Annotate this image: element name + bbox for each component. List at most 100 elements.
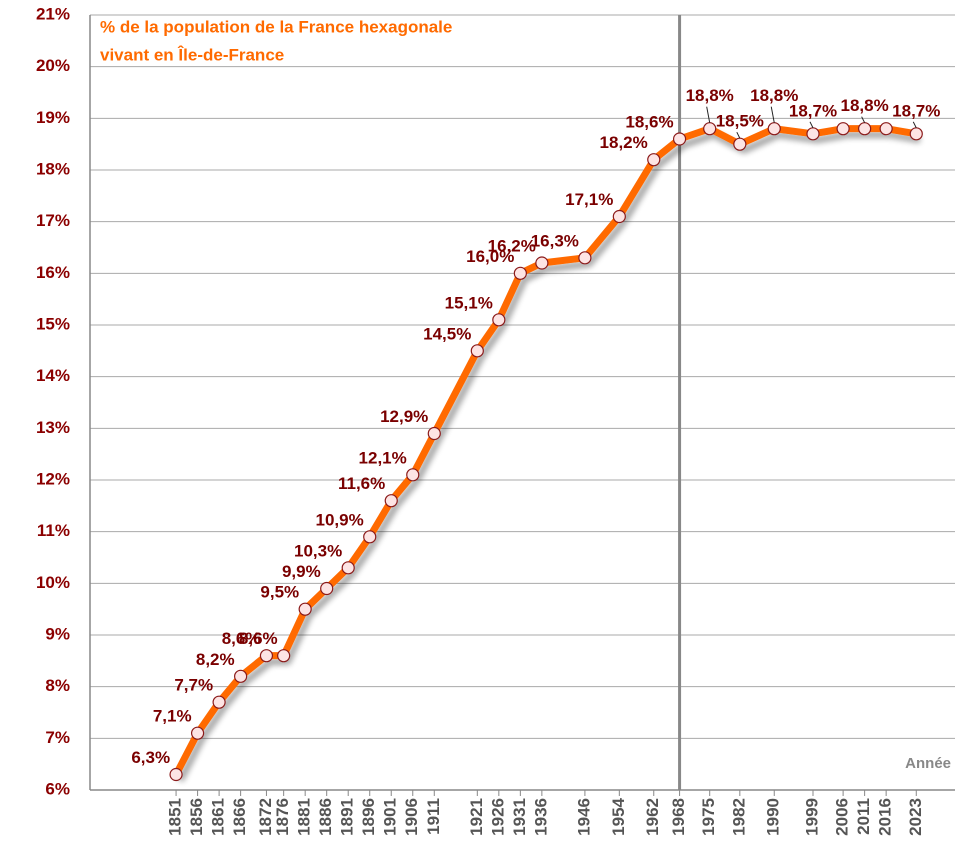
data-label: 8,6% <box>239 629 278 648</box>
x-tick-label: 1901 <box>381 798 400 836</box>
data-label: 17,1% <box>565 190 613 209</box>
data-point <box>169 767 183 782</box>
data-point <box>470 344 484 358</box>
data-label: 18,8% <box>841 96 889 115</box>
x-tick-label: 1954 <box>609 797 628 835</box>
data-label: 8,6% <box>222 629 261 648</box>
y-tick-label: 20% <box>36 56 70 75</box>
data-label: 18,8% <box>686 86 734 105</box>
data-label: 10,9% <box>316 510 364 529</box>
data-point <box>341 561 355 575</box>
label-leader <box>736 131 741 139</box>
label-leader <box>809 121 814 129</box>
data-point <box>298 602 312 616</box>
data-point <box>259 649 274 663</box>
data-label: 15,1% <box>445 293 493 312</box>
data-point <box>320 581 334 596</box>
y-tick-label: 17% <box>36 211 70 230</box>
x-tick-label: 1896 <box>359 798 378 836</box>
x-tick-label: 1946 <box>574 798 593 836</box>
chart-title: vivant en Île-de-France <box>100 45 284 64</box>
data-label: 18,5% <box>716 112 764 131</box>
data-point <box>612 209 626 224</box>
data-point <box>277 649 291 663</box>
y-tick-label: 21% <box>36 4 70 23</box>
x-tick-label: 1866 <box>230 798 249 836</box>
data-label: 9,5% <box>260 583 299 602</box>
data-point <box>647 153 661 167</box>
x-tick-label: 1936 <box>531 798 550 836</box>
data-point <box>806 127 820 141</box>
data-label: 18,7% <box>789 101 837 120</box>
x-tick-label: 1911 <box>424 798 443 835</box>
data-point <box>703 122 717 136</box>
x-tick-label: 1851 <box>166 798 185 836</box>
y-tick-label: 16% <box>36 263 70 282</box>
x-tick-label: 1872 <box>256 798 275 836</box>
data-point <box>212 695 226 709</box>
data-label: 16,3% <box>531 231 579 250</box>
data-point <box>578 251 592 265</box>
data-point <box>406 468 420 482</box>
data-point <box>733 137 747 151</box>
data-label: 18,6% <box>625 112 673 131</box>
x-tick-label: 1999 <box>802 798 821 836</box>
data-point <box>190 726 205 740</box>
y-tick-label: 15% <box>36 314 70 333</box>
x-tick-label: 2016 <box>876 798 895 836</box>
x-tick-label: 1926 <box>488 798 507 836</box>
data-point <box>879 122 893 136</box>
x-tick-label: 1906 <box>402 798 421 836</box>
x-tick-label: 1891 <box>338 798 357 836</box>
data-point <box>535 256 549 270</box>
data-point <box>836 122 850 136</box>
y-tick-label: 11% <box>37 521 70 540</box>
x-tick-label: 1990 <box>764 798 783 836</box>
x-tick-label: 1975 <box>699 798 718 836</box>
x-tick-label: 1931 <box>510 798 529 836</box>
y-tick-label: 18% <box>36 159 70 178</box>
data-label: 8,2% <box>196 650 235 669</box>
y-tick-label: 10% <box>36 573 70 592</box>
x-tick-label: 1856 <box>187 798 206 836</box>
data-point <box>909 127 923 141</box>
data-label: 12,9% <box>380 407 428 426</box>
y-tick-label: 8% <box>45 676 70 695</box>
series-line <box>172 125 917 777</box>
y-tick-label: 7% <box>45 728 70 747</box>
data-point <box>492 313 506 327</box>
data-label: 18,8% <box>750 86 798 105</box>
x-tick-label: 2006 <box>833 798 852 836</box>
label-leader <box>912 121 917 129</box>
data-label: 7,1% <box>153 707 192 726</box>
x-tick-label: 1881 <box>295 798 314 836</box>
y-tick-label: 19% <box>36 108 70 127</box>
chart-title: % de la population de la France hexagona… <box>100 17 452 36</box>
x-tick-label: 1886 <box>316 798 335 836</box>
x-tick-label: 1982 <box>729 798 748 836</box>
data-label: 10,3% <box>294 541 342 560</box>
data-point <box>363 530 377 544</box>
x-tick-label: 1921 <box>467 798 486 836</box>
data-label: 16,0% <box>466 247 514 266</box>
x-tick-label: 1861 <box>209 798 228 836</box>
x-axis-label: Année <box>905 755 951 772</box>
x-tick-label: 1876 <box>273 798 292 836</box>
x-tick-label: 2023 <box>906 798 925 836</box>
y-tick-label: 9% <box>45 624 70 643</box>
data-label: 14,5% <box>423 324 471 343</box>
label-leader <box>706 106 711 123</box>
label-leader <box>770 106 775 123</box>
label-leader <box>861 116 866 123</box>
y-tick-label: 14% <box>36 366 70 385</box>
data-point <box>234 669 248 683</box>
data-label: 18,7% <box>892 101 940 120</box>
data-label: 7,7% <box>174 676 213 695</box>
data-label: 12,1% <box>359 448 407 467</box>
y-tick-label: 12% <box>36 469 70 488</box>
x-tick-label: 1968 <box>669 798 688 836</box>
data-point <box>513 266 527 280</box>
data-point <box>384 494 398 508</box>
data-label: 11,6% <box>338 474 385 493</box>
